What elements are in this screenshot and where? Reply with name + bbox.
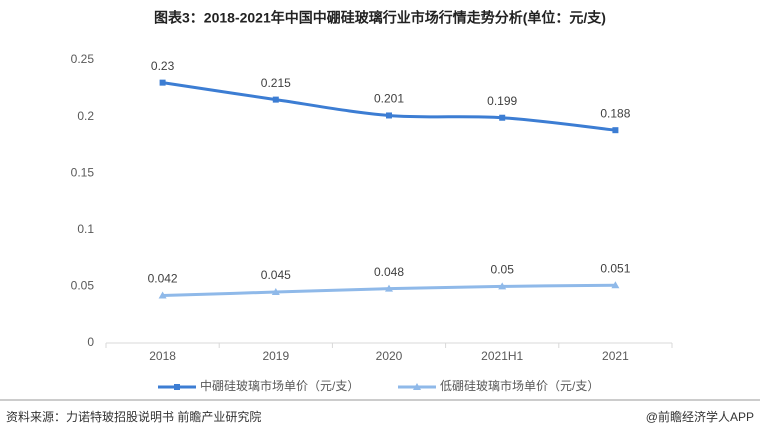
legend-marker <box>174 384 180 390</box>
data-label: 0.05 <box>491 263 515 277</box>
y-tick-label: 0.2 <box>77 109 94 123</box>
data-label: 0.045 <box>261 268 291 282</box>
x-tick-label: 2021H1 <box>481 349 523 363</box>
data-label: 0.215 <box>261 76 291 90</box>
y-tick-label: 0.1 <box>77 222 94 236</box>
data-label: 0.051 <box>600 261 630 275</box>
legend-marker <box>413 383 421 390</box>
data-point <box>498 282 507 290</box>
legend-label: 低硼硅玻璃市场单价（元/支） <box>440 378 599 393</box>
data-label: 0.199 <box>487 94 517 108</box>
data-point <box>611 281 620 289</box>
data-label: 0.048 <box>374 265 404 279</box>
data-point <box>159 79 166 86</box>
x-tick-label: 2020 <box>376 349 403 363</box>
y-tick-label: 0 <box>87 335 94 349</box>
data-label: 0.188 <box>600 106 630 120</box>
y-tick-label: 0.05 <box>71 279 95 293</box>
data-label: 0.23 <box>151 59 175 73</box>
data-label: 0.042 <box>148 272 178 286</box>
x-tick-label: 2018 <box>149 349 176 363</box>
source: 资料来源：力诺特玻招股说明书 前瞻产业研究院 <box>6 409 261 424</box>
data-point <box>386 112 392 119</box>
data-point <box>499 114 506 121</box>
chart-title: 图表3：2018-2021年中国中硼硅玻璃行业市场行情走势分析(单位：元/支) <box>154 10 606 26</box>
brand: @前瞻经济学人APP <box>646 409 754 424</box>
x-tick-label: 2019 <box>262 349 289 363</box>
x-tick-label: 2021 <box>602 349 629 363</box>
legend-label: 中硼硅玻璃市场单价（元/支） <box>200 378 359 393</box>
data-point <box>272 96 279 103</box>
y-tick-label: 0.25 <box>71 52 95 66</box>
y-tick-label: 0.15 <box>71 165 95 179</box>
data-label: 0.201 <box>374 92 404 106</box>
data-point <box>612 127 619 134</box>
data-point <box>385 284 393 292</box>
data-point <box>271 288 280 296</box>
data-point <box>158 291 167 299</box>
